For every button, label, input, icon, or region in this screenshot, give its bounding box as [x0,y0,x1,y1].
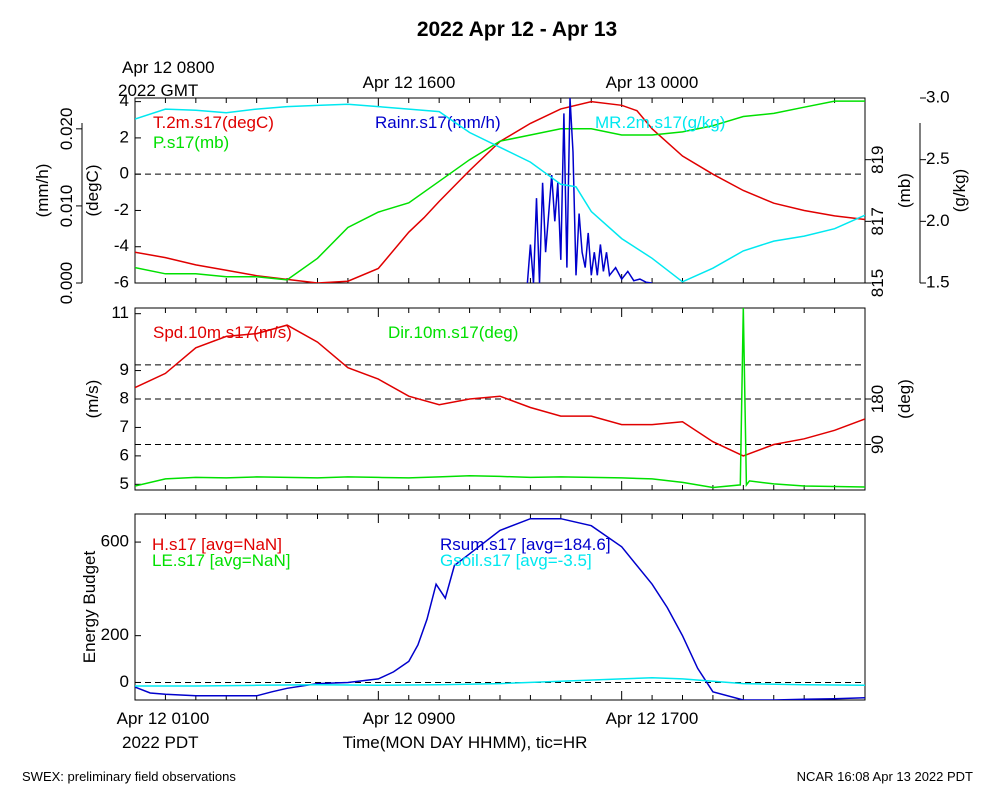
footer-left: SWEX: preliminary field observations [22,769,236,784]
top-left_outer-tick-label: 0.010 [57,185,76,228]
top-legend-t: T.2m.s17(degC) [153,113,274,132]
top-time-label-2: Apr 13 0000 [606,73,699,92]
top-right_inner-tick-label: 815 [868,269,887,297]
middle-left-axis-label: (m/s) [83,380,102,419]
top-left_inner-tick-label: -6 [114,272,129,291]
top-series-line-p [135,100,865,281]
top-time-label-1: Apr 12 1600 [363,73,456,92]
bottom-time-label-1: Apr 12 0100 [117,709,210,728]
top-legend-p: P.s17(mb) [153,133,229,152]
top-left_inner-tick-label: -4 [114,236,129,255]
top-left_outer-axis-label: (mm/h) [33,164,52,218]
middle-series-line-dir [135,308,865,489]
top-right_inner-axis-label: (mb) [895,173,914,208]
bottom-legend-h: H.s17 [avg=NaN] [152,535,282,554]
middle-left-tick-label: 8 [120,388,129,407]
top-left_inner-tick-label: 4 [120,91,129,110]
middle-right-tick-label: 90 [868,435,887,454]
top-left_inner-tick-label: 0 [120,164,129,183]
top-left_inner-tick-label: -2 [114,200,129,219]
top-legend-rainr: Rainr.s17(mm/h) [375,113,501,132]
top-right_outer-tick-label: 2.0 [926,211,950,230]
bottom-time-label-3: Apr 12 1700 [606,709,699,728]
middle-series-line-spd [135,324,865,457]
middle-legend-dir: Dir.10m.s17(deg) [388,323,518,342]
bottom-legend-rsum: Rsum.s17 [avg=184.6] [440,535,611,554]
top-left_outer-tick-label: 0.000 [57,262,76,305]
bottom-time-label-2: Apr 12 0900 [363,709,456,728]
gmt-date-label: Apr 12 0800 [122,58,215,77]
middle-right-axis-label: (deg) [895,379,914,419]
bottom-left-tick-label: 200 [101,625,129,644]
bottom-left-tick-label: 600 [101,532,129,551]
middle-legend-spd: Spd.10m.s17(m/s) [153,323,292,342]
top-left_inner-tick-label: 2 [120,127,129,146]
bottom-series-line-gsoil [135,677,865,687]
middle-left-tick-label: 5 [120,474,129,493]
top-right_inner-tick-label: 819 [868,145,887,173]
bottom-left-axis-label: Energy Budget [80,550,99,663]
top-right_inner-tick-label: 817 [868,207,887,235]
top-series-line-mr [135,103,865,283]
pdt-zone-label: 2022 PDT [122,733,199,752]
middle-left-tick-label: 9 [120,360,129,379]
middle-left-tick-label: 6 [120,445,129,464]
top-left_inner-axis-label: (degC) [83,165,102,217]
top-right_outer-tick-label: 3.0 [926,87,950,106]
top-right_outer-axis-label: (g/kg) [950,169,969,212]
bottom-left-tick-label: 0 [120,672,129,691]
footer-right: NCAR 16:08 Apr 13 2022 PDT [797,769,973,784]
panels-layer: 0.000 0.010 0.020 (mm/h) -6 -4 -2 0 2 4 (degC) 815 8… [33,87,969,701]
middle-right-tick-label: 180 [868,385,887,413]
top-left_outer-tick-label: 0.020 [57,108,76,151]
middle-left-tick-label: 11 [111,303,129,322]
top-legend-mr: MR.2m.s17(g/kg) [595,113,725,132]
top-series-line-rainr [526,98,653,283]
chart-title: 2022 Apr 12 - Apr 13 [417,18,617,41]
top-right_outer-tick-label: 1.5 [926,272,950,291]
bottom-legend-gsoil: Gsoil.s17 [avg=-3.5] [440,551,592,570]
bottom-legend-le: LE.s17 [avg=NaN] [152,551,290,570]
gmt-zone-label: 2022 GMT [118,81,198,100]
x-axis-label: Time(MON DAY HHMM), tic=HR [343,733,588,752]
top-right_outer-tick-label: 2.5 [926,149,950,168]
middle-left-tick-label: 7 [120,417,129,436]
